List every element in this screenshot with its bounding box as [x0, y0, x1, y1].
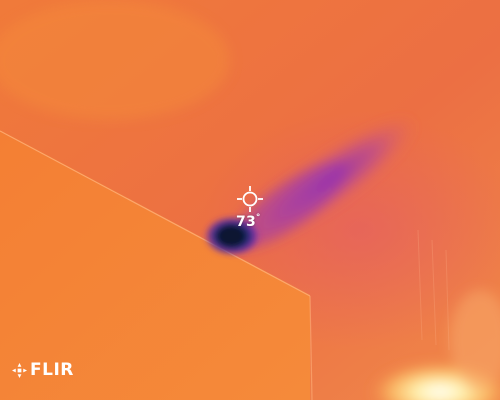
- flir-logo-mark-icon: [12, 363, 27, 378]
- spot-meter-crosshair-icon: [237, 186, 263, 212]
- temperature-unit: °: [255, 213, 261, 223]
- spot-temperature-readout: 73°: [236, 213, 261, 230]
- flir-logo-text: FLIR: [30, 360, 74, 380]
- flir-logo: FLIR: [12, 362, 74, 379]
- temperature-value: 73: [236, 214, 256, 230]
